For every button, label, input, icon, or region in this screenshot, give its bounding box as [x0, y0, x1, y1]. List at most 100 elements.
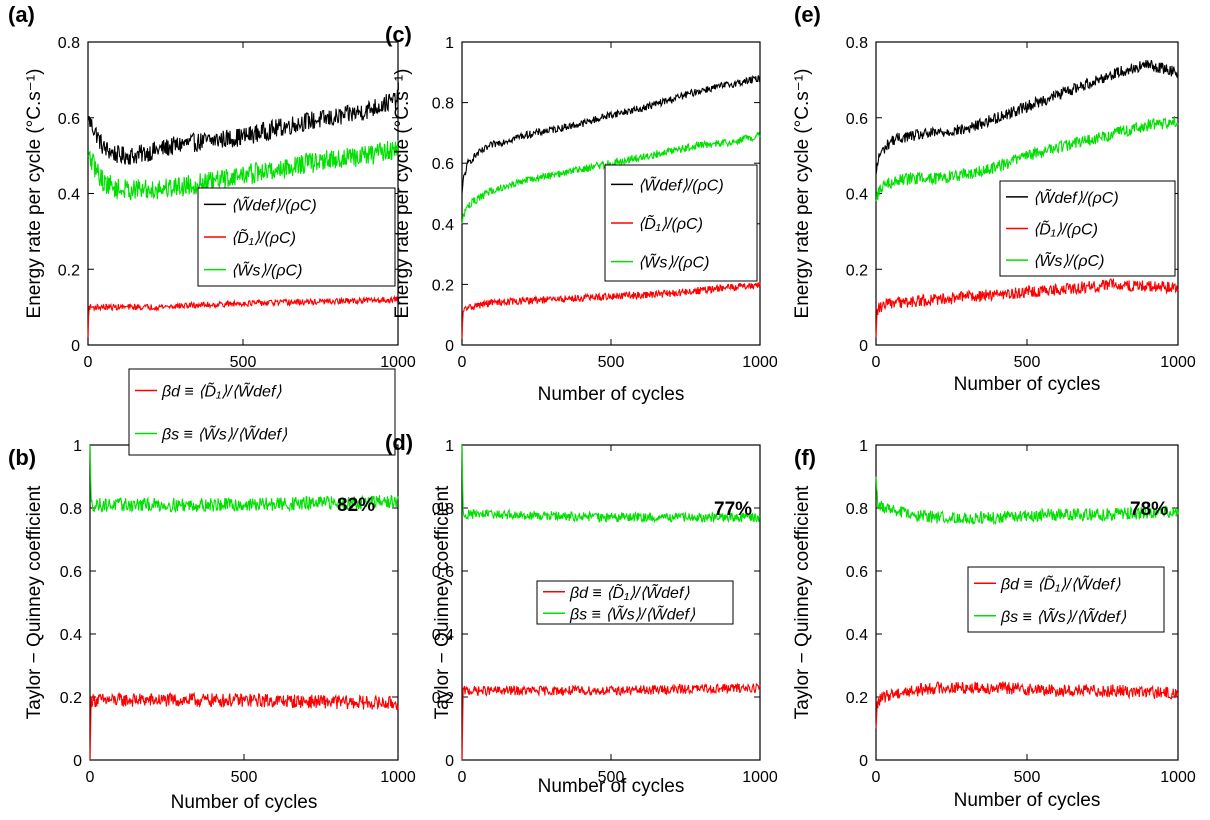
x-axis-label: Number of cycles: [171, 792, 318, 813]
y-tick-label: 1: [445, 438, 454, 455]
legend-entry: ⟨W̃def⟩/(ρC): [231, 194, 317, 214]
x-axis-label: Number of cycles: [954, 790, 1101, 811]
x-axis-label: Number of cycles: [538, 776, 685, 797]
y-tick-label: 0.4: [60, 627, 82, 644]
x-tick-label: 500: [598, 769, 625, 786]
y-tick-label: 0: [859, 338, 868, 355]
legend-entry: βs ≡ ⟨W̃s⟩/⟨W̃def⟩: [161, 424, 288, 444]
legend-entry: ⟨W̃s⟩/(ρC): [231, 260, 302, 280]
y-tick-label: 0.4: [58, 187, 80, 204]
x-tick-label: 0: [86, 769, 95, 786]
y-tick-label: 0.4: [432, 627, 454, 644]
panel-label: (a): [8, 2, 35, 27]
chart-panel-5: 0 500 1000 0 0.2 0.4 0.6 0.8 1 βd ≡ ⟨D̃₁⟩/⟨W̃def⟩…: [792, 438, 1196, 811]
plot-frame: [89, 444, 399, 761]
y-tick-label: 0: [71, 338, 80, 355]
legend-entry: ⟨W̃def⟩/(ρC): [638, 174, 724, 194]
series-line-0: [875, 681, 1179, 729]
y-tick-label: 0.2: [432, 690, 454, 707]
percent-annotation: 82%: [337, 495, 375, 516]
x-tick-label: 0: [872, 354, 881, 371]
legend: ⟨W̃def⟩/(ρC) ⟨D̃₁⟩/(ρC) ⟨W̃s⟩/(ρC): [197, 187, 396, 287]
y-tick-label: 0.8: [60, 501, 82, 518]
legend-entry: βs ≡ ⟨W̃s⟩/⟨W̃def⟩: [1000, 606, 1127, 626]
legend: βd ≡ ⟨D̃₁⟩/⟨W̃def⟩βs ≡ ⟨W̃s⟩/⟨W̃def⟩: [536, 580, 734, 625]
y-tick-label: 0: [445, 338, 454, 355]
series-line-1: [87, 294, 399, 338]
chart-panel-0: 0 500 1000 0 0.2 0.4 0.6 0.8 ⟨W̃def⟩/(ρC) ⟨D̃₁⟩/(…: [8, 2, 416, 395]
chart-panel-3: 0 500 1000 0 0.2 0.4 0.6 0.8 1 βd ≡ ⟨D̃₁⟩/⟨W̃def⟩…: [385, 430, 778, 797]
legend: ⟨W̃def⟩/(ρC) ⟨D̃₁⟩/(ρC) ⟨W̃s⟩/(ρC): [999, 180, 1176, 277]
series-line-0: [875, 59, 1179, 175]
y-tick-label: 0.6: [846, 111, 868, 128]
legend-entry: ⟨W̃s⟩/(ρC): [638, 252, 709, 272]
y-axis-label: Energy rate per cycle (°C.s⁻¹): [792, 69, 813, 319]
y-tick-label: 0.2: [60, 690, 82, 707]
y-tick-label: 0.8: [58, 35, 80, 52]
x-tick-label: 1000: [380, 769, 416, 786]
x-tick-label: 1000: [742, 769, 778, 786]
y-tick-label: 0.6: [58, 111, 80, 128]
y-tick-label: 0.6: [60, 564, 82, 581]
x-axis-label: Number of cycles: [954, 374, 1101, 395]
y-tick-label: 0.6: [846, 564, 868, 581]
y-axis-label: Energy rate per cycle (°C.s⁻¹): [392, 69, 413, 319]
legend-box: [536, 580, 734, 625]
y-tick-label: 0.4: [846, 627, 868, 644]
legend-entry: βd ≡ ⟨D̃₁⟩/⟨W̃def⟩: [569, 582, 690, 602]
x-tick-label: 1000: [1160, 769, 1196, 786]
x-tick-label: 0: [458, 769, 467, 786]
series-line-1: [461, 282, 761, 339]
percent-annotation: 78%: [1130, 499, 1168, 520]
x-tick-label: 500: [1014, 769, 1041, 786]
x-tick-label: 1000: [380, 354, 416, 371]
legend-entry: βd ≡ ⟨D̃₁⟩/⟨W̃def⟩: [1000, 573, 1121, 593]
panel-label: (d): [385, 430, 413, 455]
x-tick-label: 500: [1014, 354, 1041, 371]
panel-label: (f): [794, 445, 816, 470]
chart-panel-2: 0 500 1000 0 0.2 0.4 0.6 0.8 1 ⟨W̃def⟩/(ρC) ⟨D̃₁⟩/…: [385, 22, 778, 405]
x-tick-label: 0: [872, 769, 881, 786]
series-line-0: [461, 682, 761, 761]
legend-box: [197, 187, 396, 287]
series-line-0: [461, 74, 761, 194]
y-tick-label: 0.8: [846, 35, 868, 52]
panel-label: (e): [794, 2, 821, 27]
y-tick-label: 0: [859, 753, 868, 770]
y-tick-label: 0: [445, 753, 454, 770]
legend-entry: ⟨W̃s⟩/(ρC): [1033, 250, 1104, 270]
y-axis-label: Taylor − Quinney coefficient: [432, 485, 453, 719]
y-tick-label: 0.8: [846, 501, 868, 518]
legend-box: [999, 180, 1176, 277]
chart-panel-4: 0 500 1000 0 0.2 0.4 0.6 0.8 ⟨W̃def⟩/(ρC) ⟨D̃₁⟩/(…: [792, 2, 1196, 395]
y-tick-label: 0.2: [846, 262, 868, 279]
y-tick-label: 1: [73, 438, 82, 455]
legend: ⟨W̃def⟩/(ρC) ⟨D̃₁⟩/(ρC) ⟨W̃s⟩/(ρC): [604, 164, 758, 282]
y-tick-label: 0.2: [432, 277, 454, 294]
chart-panel-1: 0 500 1000 0 0.2 0.4 0.6 0.8 1 βd ≡ ⟨D̃₁⟩/⟨W̃def⟩…: [8, 368, 416, 813]
series-line-0: [87, 89, 399, 165]
x-axis-label: Number of cycles: [538, 384, 685, 405]
y-axis-label: Taylor − Quinney coefficient: [792, 485, 813, 719]
panel-label: (c): [385, 22, 412, 47]
x-tick-label: 0: [458, 354, 467, 371]
x-tick-label: 500: [598, 354, 625, 371]
panel-label: (b): [8, 445, 36, 470]
legend-box: [967, 566, 1165, 633]
legend: βd ≡ ⟨D̃₁⟩/⟨W̃def⟩ βs ≡ ⟨W̃s⟩/⟨W̃def⟩: [967, 566, 1165, 633]
y-tick-label: 0: [73, 753, 82, 770]
x-tick-label: 1000: [742, 354, 778, 371]
y-tick-label: 0.6: [432, 564, 454, 581]
legend: βd ≡ ⟨D̃₁⟩/⟨W̃def⟩βs ≡ ⟨W̃s⟩/⟨W̃def⟩: [128, 368, 396, 456]
y-tick-label: 0.6: [432, 156, 454, 173]
legend-box: [128, 368, 396, 456]
y-axis-label: Energy rate per cycle (°C.s⁻¹): [24, 69, 45, 319]
y-tick-label: 0.8: [432, 96, 454, 113]
y-tick-label: 1: [859, 438, 868, 455]
series-line-2: [875, 115, 1179, 202]
series-line-1: [875, 277, 1179, 338]
x-tick-label: 500: [231, 769, 258, 786]
x-tick-label: 500: [230, 354, 257, 371]
y-tick-label: 0.2: [846, 690, 868, 707]
